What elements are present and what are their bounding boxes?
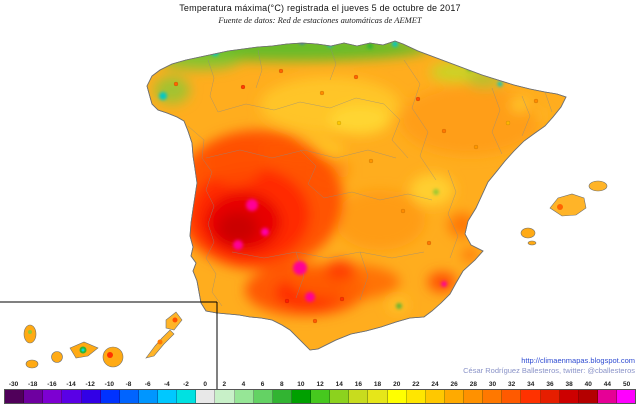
colorbar-cell (158, 390, 178, 403)
colorbar-label: 12 (316, 381, 324, 388)
colorbar-label: 8 (279, 381, 284, 388)
colorbar-label: -18 (28, 381, 38, 388)
colorbar-label: 50 (622, 381, 631, 388)
colorbar-cell (387, 390, 407, 403)
colorbar-label: 16 (354, 381, 362, 388)
colorbar-cell (100, 390, 120, 403)
colorbar-cell (272, 390, 292, 403)
colorbar-label: -30 (8, 381, 19, 388)
colorbar-label: 6 (260, 381, 265, 388)
colorbar-cell (5, 390, 25, 403)
credits-block: http://climaenmapas.blogspot.com César R… (463, 356, 635, 376)
colorbar-cell (119, 390, 139, 403)
colorbar-cell (234, 390, 254, 403)
colorbar-label: -8 (125, 381, 132, 388)
credit-author: César Rodríguez Ballesteros, twitter: @c… (463, 365, 635, 375)
colorbar-cell (540, 390, 560, 403)
colorbar-cell (24, 390, 44, 403)
colorbar-cell (311, 390, 331, 403)
colorbar-cell (521, 390, 541, 403)
map-title: Temperatura máxima(°C) registrada el jue… (179, 3, 461, 13)
province-borders (187, 45, 553, 307)
colorbar-label: 28 (469, 381, 477, 388)
colorbar-cell (406, 390, 426, 403)
colorbar-cell (597, 390, 617, 403)
colorbar-cell (196, 390, 216, 403)
colorbar-label: 26 (450, 381, 458, 388)
mainland-iberia (146, 40, 567, 351)
colorbar-label: 4 (241, 381, 246, 388)
station-dots (173, 68, 539, 324)
title-block: Temperatura máxima(°C) registrada el jue… (0, 3, 640, 25)
colorbar-cell (578, 390, 598, 403)
colorbar-cell (330, 390, 350, 403)
colorbar-cell (425, 390, 445, 403)
map-subtitle: Fuente de datos: Red de estaciones autom… (218, 15, 422, 25)
canary-islands (23, 311, 183, 369)
colorbar-cell (444, 390, 464, 403)
colorbar-label: -6 (144, 381, 151, 388)
colorbar-label: -16 (47, 381, 57, 388)
colorbar-labels-row: -30 -18 -16 -14 -12 -10 -8 -6 -4 -2 0 2 4 6 8 10 12 14 16 1… (4, 381, 636, 388)
colorbar-cell (502, 390, 522, 403)
colorbar-cell (62, 390, 82, 403)
colorbar-label: 30 (488, 381, 497, 388)
colorbar-label: 10 (297, 381, 305, 388)
colorbar-label: 40 (584, 381, 592, 388)
colorbar-cell (368, 390, 388, 403)
colorbar-label: 2 (222, 381, 227, 388)
colorbar-label: 18 (373, 381, 382, 388)
balearic-islands (520, 180, 608, 246)
colorbar-cell (464, 390, 484, 403)
colorbar-cell (138, 390, 158, 403)
temperature-colorbar: -30 -18 -16 -14 -12 -10 -8 -6 -4 -2 0 2 4 6 8 10 12 14 16 1… (4, 381, 636, 404)
colorbar-cell (291, 390, 311, 403)
colorbar-label: 20 (393, 381, 401, 388)
colorbar-cell (215, 390, 235, 403)
colorbar-label: -2 (183, 381, 189, 388)
colorbar-label: 44 (603, 381, 612, 388)
colorbar-label: 36 (546, 381, 554, 388)
colorbar-label: -14 (66, 381, 76, 388)
colorbar-cell (617, 390, 636, 403)
colorbar-label: 24 (431, 381, 439, 388)
colorbar-label: 32 (508, 381, 516, 388)
colorbar-cell (559, 390, 579, 403)
colorbar-cell (349, 390, 369, 403)
colorbar-label: -10 (104, 381, 115, 388)
iberia-coastline-overlay (146, 40, 567, 351)
colorbar-cell (483, 390, 503, 403)
colorbar-cell (81, 390, 101, 403)
colorbar-cell (177, 390, 197, 403)
colorbar-label: -4 (163, 381, 170, 388)
credit-url: http://climaenmapas.blogspot.com (521, 355, 635, 365)
colorbar-label: 38 (565, 381, 573, 388)
colorbar-label: 14 (335, 381, 343, 388)
colorbar-label: 22 (412, 381, 420, 388)
colorbar-label: -12 (85, 381, 95, 388)
colorbar-label: 34 (527, 381, 535, 388)
colorbar-cell (253, 390, 273, 403)
inset-divider-lines (0, 301, 218, 390)
colorbar-cells-row (4, 389, 636, 404)
colorbar-cell (43, 390, 63, 403)
colorbar-label: 0 (203, 381, 207, 388)
